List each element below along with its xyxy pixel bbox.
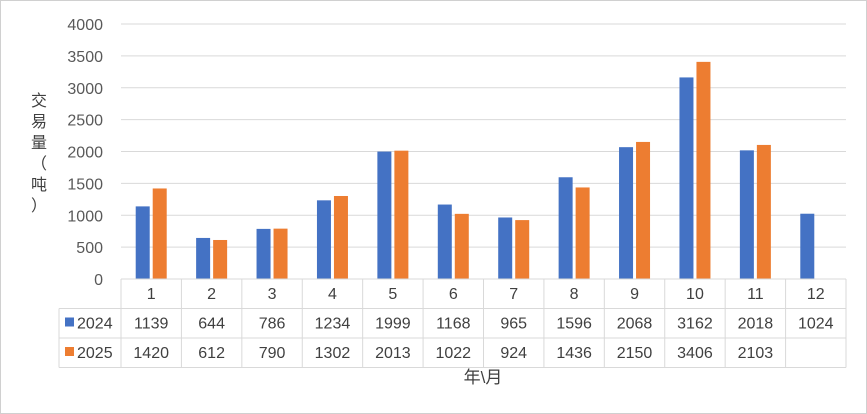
x-tick-label: 1 bbox=[147, 286, 156, 303]
table-cell: 2018 bbox=[738, 316, 774, 333]
table-cell: 1596 bbox=[556, 316, 592, 333]
bar-2024-9 bbox=[619, 147, 634, 279]
y-axis-label-char: ） bbox=[31, 197, 47, 215]
bar-2025-3 bbox=[273, 228, 288, 279]
bar-2025-2 bbox=[213, 239, 228, 279]
legend-label: 2025 bbox=[77, 345, 113, 362]
bar-2024-6 bbox=[437, 204, 452, 279]
table-cell: 2103 bbox=[738, 345, 774, 362]
x-tick-label: 6 bbox=[449, 286, 458, 303]
table-cell: 612 bbox=[198, 345, 225, 362]
table-cell: 1302 bbox=[315, 345, 351, 362]
y-tick-label: 2000 bbox=[67, 145, 103, 162]
bar-2025-8 bbox=[575, 187, 590, 279]
y-tick-label: 0 bbox=[94, 272, 103, 289]
x-tick-label: 9 bbox=[630, 286, 639, 303]
table-cell: 1999 bbox=[375, 316, 411, 333]
table-cell: 3406 bbox=[677, 345, 713, 362]
bar-2024-11 bbox=[739, 150, 754, 279]
bar-2024-7 bbox=[498, 217, 513, 279]
y-axis-label-char: 交 bbox=[31, 92, 47, 110]
y-axis-label: 交易量 （ 吨 ） bbox=[31, 92, 47, 215]
table-cell: 2013 bbox=[375, 345, 411, 362]
x-tick-label: 5 bbox=[388, 286, 397, 303]
y-tick-label: 2500 bbox=[67, 113, 103, 130]
x-tick-label: 3 bbox=[268, 286, 277, 303]
bar-2024-1 bbox=[135, 206, 150, 279]
table-cell: 790 bbox=[259, 345, 286, 362]
bar-2025-11 bbox=[756, 144, 771, 279]
bar-2024-12 bbox=[800, 213, 815, 279]
bar-2025-7 bbox=[515, 220, 530, 279]
gridlines bbox=[121, 23, 846, 280]
table-cell: 1420 bbox=[133, 345, 169, 362]
table-cell: 2068 bbox=[617, 316, 653, 333]
bar-2025-5 bbox=[394, 150, 409, 279]
table-cell: 2150 bbox=[617, 345, 653, 362]
bar-2024-4 bbox=[316, 200, 331, 279]
y-tick-label: 1000 bbox=[67, 208, 103, 225]
bar-2025-6 bbox=[454, 213, 469, 279]
table-cell: 786 bbox=[259, 316, 286, 333]
y-axis-label-char: 易 bbox=[31, 114, 47, 131]
bars bbox=[135, 61, 815, 280]
bar-2025-4 bbox=[333, 195, 348, 279]
x-tick-label: 7 bbox=[509, 286, 518, 303]
y-axis-label-char: 量 bbox=[31, 135, 47, 152]
x-tick-label: 2 bbox=[207, 286, 216, 303]
bar-2024-10 bbox=[679, 77, 694, 279]
table-cell: 644 bbox=[198, 316, 225, 333]
x-tick-label: 10 bbox=[686, 286, 704, 303]
bar-2025-10 bbox=[696, 61, 711, 280]
table-cell: 1022 bbox=[435, 345, 471, 362]
table-cell: 1168 bbox=[436, 316, 471, 333]
y-axis-label-char: 吨 bbox=[31, 176, 47, 194]
y-tick-label: 500 bbox=[76, 240, 103, 257]
x-tick-label: 12 bbox=[807, 286, 825, 303]
x-tick-label: 4 bbox=[328, 286, 337, 303]
bar-2024-8 bbox=[558, 177, 573, 279]
x-tick-label: 8 bbox=[570, 286, 579, 303]
table-cell: 1024 bbox=[798, 316, 834, 333]
table-cell: 1436 bbox=[556, 345, 592, 362]
x-axis-label: 年\月 bbox=[464, 368, 503, 387]
bar-2025-1 bbox=[152, 188, 167, 279]
legend-swatch-2024 bbox=[65, 317, 74, 327]
x-tick-label: 11 bbox=[747, 286, 764, 303]
y-axis-ticks: 0 500 1000 1500 2000 2500 3000 3500 4000 bbox=[67, 17, 103, 289]
legend-swatch-2025 bbox=[65, 347, 74, 356]
table-cell: 1139 bbox=[134, 316, 169, 333]
y-tick-label: 3000 bbox=[67, 81, 103, 98]
bar-2025-9 bbox=[636, 141, 651, 279]
table-cell: 965 bbox=[500, 316, 527, 333]
table-cell: 924 bbox=[500, 345, 527, 362]
table-cell: 1234 bbox=[315, 316, 351, 333]
bar-2024-3 bbox=[256, 228, 271, 279]
bar-2024-2 bbox=[196, 237, 211, 279]
y-axis-label-char: （ bbox=[31, 155, 47, 173]
bar-2024-5 bbox=[377, 151, 392, 279]
table-cell: 3162 bbox=[677, 316, 713, 333]
y-tick-label: 1500 bbox=[67, 176, 103, 193]
y-tick-label: 4000 bbox=[67, 17, 103, 34]
legend-label: 2024 bbox=[77, 316, 113, 333]
y-tick-label: 3500 bbox=[67, 49, 103, 66]
